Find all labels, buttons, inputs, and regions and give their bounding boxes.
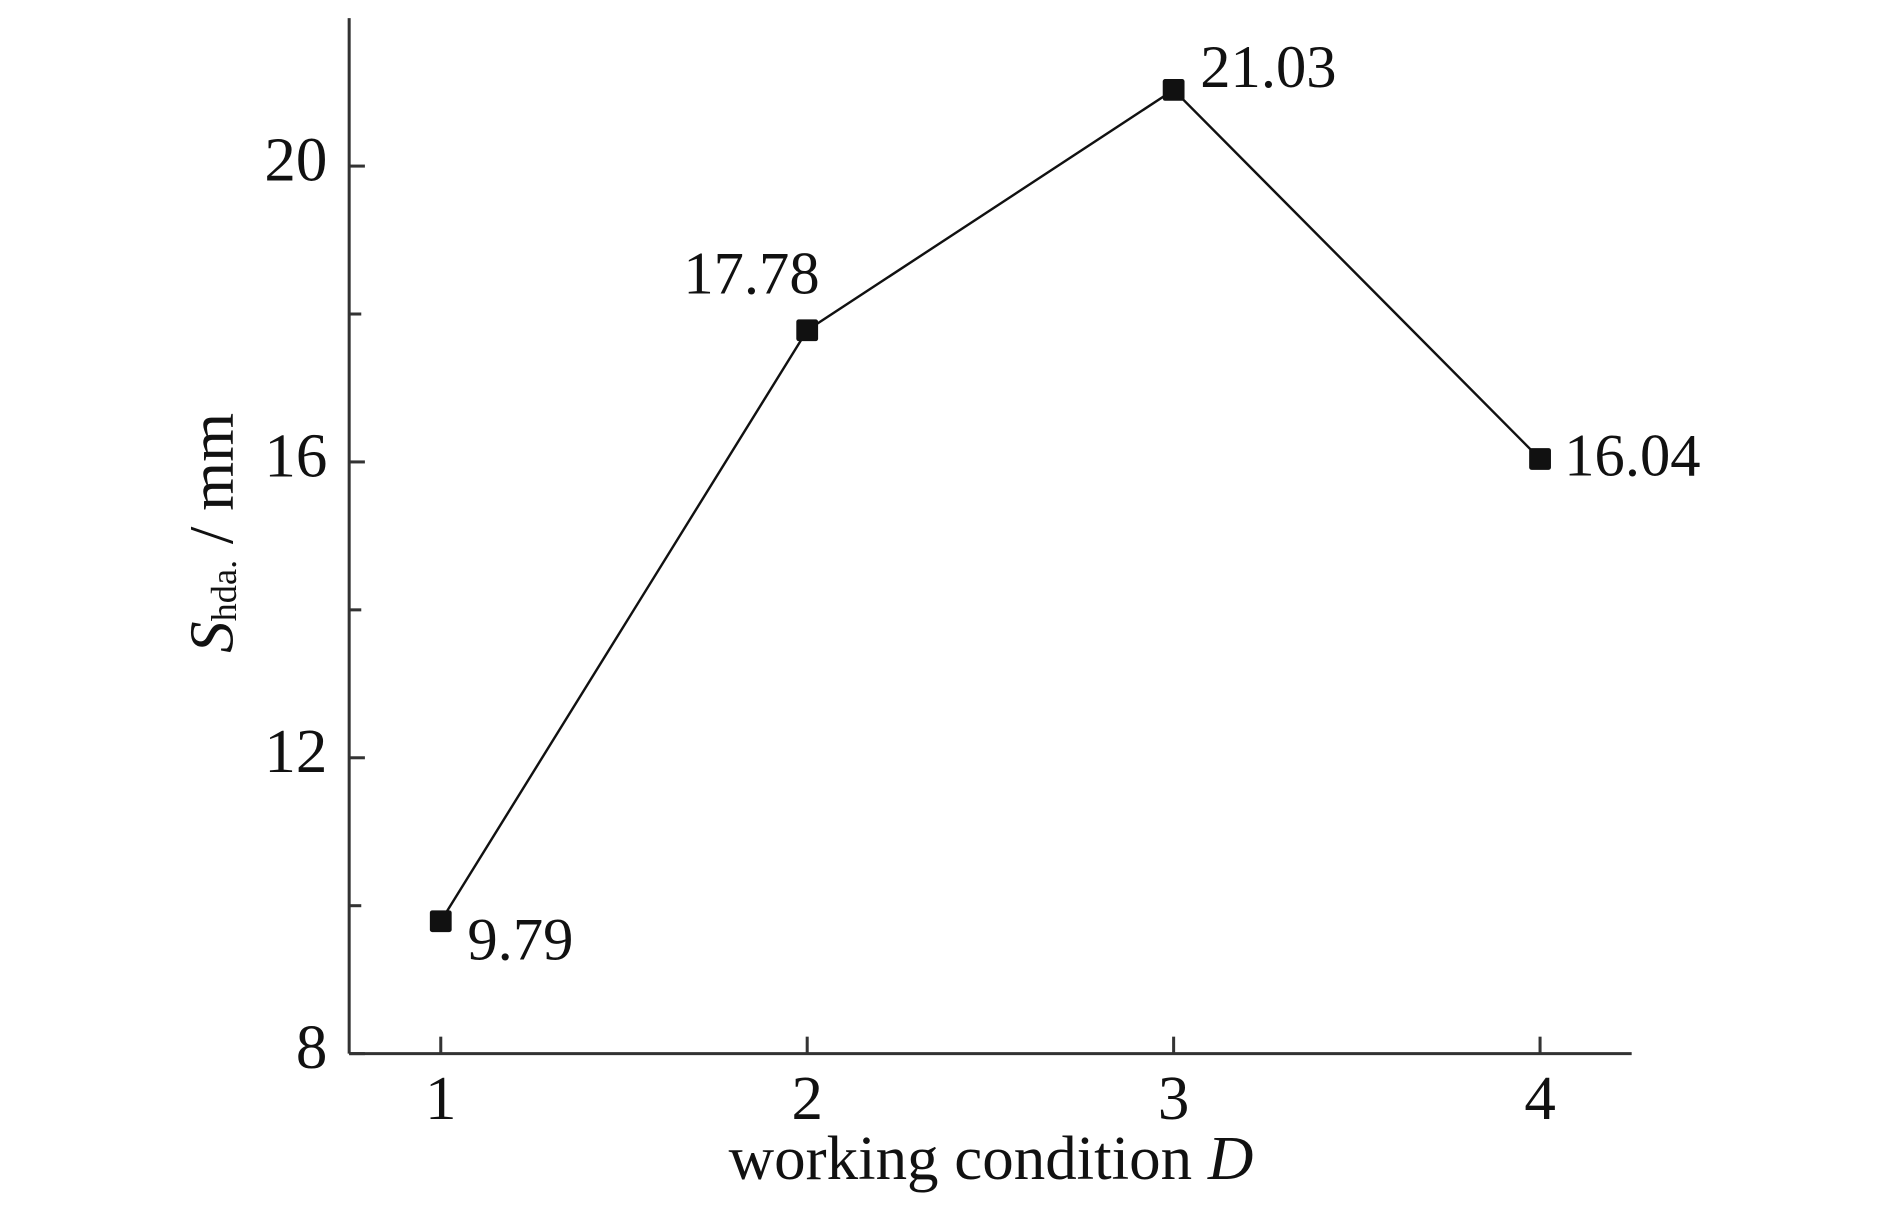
y-tick-label: 12 — [264, 716, 327, 786]
y-label-unit: / mm — [177, 413, 247, 560]
data-label: 21.03 — [1200, 34, 1336, 101]
x-tick-label: 1 — [425, 1063, 456, 1133]
data-label: 9.79 — [467, 906, 573, 973]
x-tick-label: 4 — [1524, 1063, 1555, 1133]
marker — [1162, 79, 1185, 101]
x-axis-label: working condition D — [729, 1123, 1254, 1193]
x-tick-label: 3 — [1158, 1063, 1189, 1133]
x-tick-label: 2 — [791, 1063, 822, 1133]
y-tick-label: 16 — [264, 420, 327, 490]
marker — [429, 910, 452, 933]
y-tick-label: 8 — [296, 1012, 327, 1082]
y-axis-label: Shda. / mm — [177, 413, 247, 653]
marker — [796, 319, 819, 342]
data-label: 16.04 — [1564, 422, 1700, 489]
y-tick-label: 20 — [264, 125, 327, 195]
x-label-text: working condition — [729, 1123, 1208, 1193]
line — [439, 88, 1541, 922]
data-label: 17.78 — [683, 240, 819, 307]
marker — [1529, 448, 1551, 470]
y-label-var: S — [177, 621, 247, 652]
x-label-var: D — [1207, 1123, 1253, 1193]
y-label-sub: hda. — [204, 560, 244, 622]
